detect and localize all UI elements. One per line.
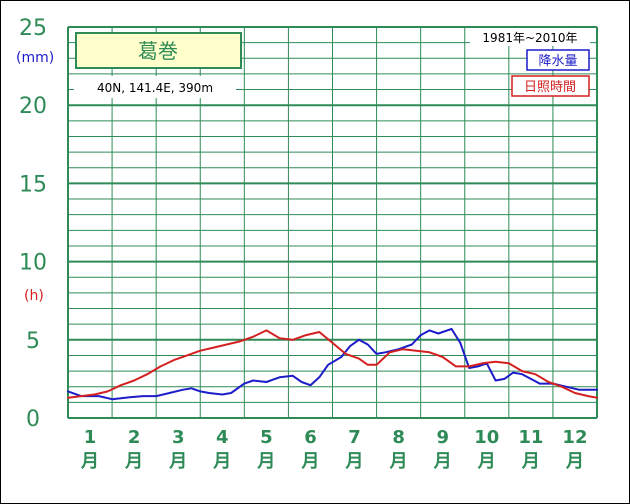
station-title: 葛巻 — [138, 39, 178, 63]
y-tick-label: 20 — [19, 94, 47, 119]
month-number-label: 1 — [84, 427, 97, 448]
legend-sun-box — [511, 75, 590, 97]
precip-unit-label: (mm) — [16, 50, 54, 66]
month-suffix-label: 月 — [433, 451, 452, 472]
month-suffix-label: 月 — [300, 451, 319, 472]
title-box — [75, 32, 242, 69]
sunshine-line — [67, 329, 598, 399]
month-number-label: 7 — [348, 427, 361, 448]
month-number-label: 11 — [518, 427, 543, 448]
location-box — [74, 76, 236, 98]
month-number-label: 4 — [216, 427, 229, 448]
y-tick-label: 5 — [26, 329, 40, 354]
month-suffix-label: 月 — [345, 451, 364, 472]
month-suffix-label: 月 — [389, 451, 408, 472]
month-suffix-label: 月 — [168, 451, 187, 472]
month-suffix-label: 月 — [565, 451, 584, 472]
month-number-label: 12 — [562, 427, 587, 448]
month-number-label: 9 — [436, 427, 449, 448]
month-number-label: 8 — [392, 427, 405, 448]
y-tick-label: 0 — [26, 407, 40, 432]
month-number-label: 3 — [172, 427, 185, 448]
month-suffix-label: 月 — [477, 451, 496, 472]
month-suffix-label: 月 — [212, 451, 231, 472]
station-location: 40N, 141.4E, 390m — [97, 81, 213, 95]
period-box — [470, 28, 590, 46]
month-suffix-label: 月 — [124, 451, 143, 472]
y-tick-label: 15 — [19, 172, 47, 197]
legend-sun-label: 日照時間 — [524, 80, 576, 95]
legend-precip-label: 降水量 — [538, 54, 577, 69]
month-number-label: 6 — [304, 427, 317, 448]
month-suffix-label: 月 — [256, 451, 275, 472]
month-number-label: 10 — [474, 427, 499, 448]
precipitation-line — [67, 327, 598, 401]
sun-unit-label: (h) — [24, 288, 44, 304]
month-suffix-label: 月 — [521, 451, 540, 472]
x-axis-ticks: 1 月 2 月 3 月 4 月 5 月 6 月 7 月 8 月 9 月 10 月 11 月 12 月 — [80, 427, 587, 472]
y-axis-ticks: 0 5 10 15 20 25 — [19, 16, 47, 432]
y-tick-label: 10 — [19, 251, 47, 276]
legend-precip-box — [526, 49, 590, 71]
series-lines — [67, 327, 598, 401]
period-label: 1981年~2010年 — [482, 31, 577, 45]
month-suffix-label: 月 — [80, 451, 99, 472]
month-number-label: 5 — [260, 427, 273, 448]
y-tick-label: 25 — [19, 16, 47, 41]
month-number-label: 2 — [128, 427, 141, 448]
